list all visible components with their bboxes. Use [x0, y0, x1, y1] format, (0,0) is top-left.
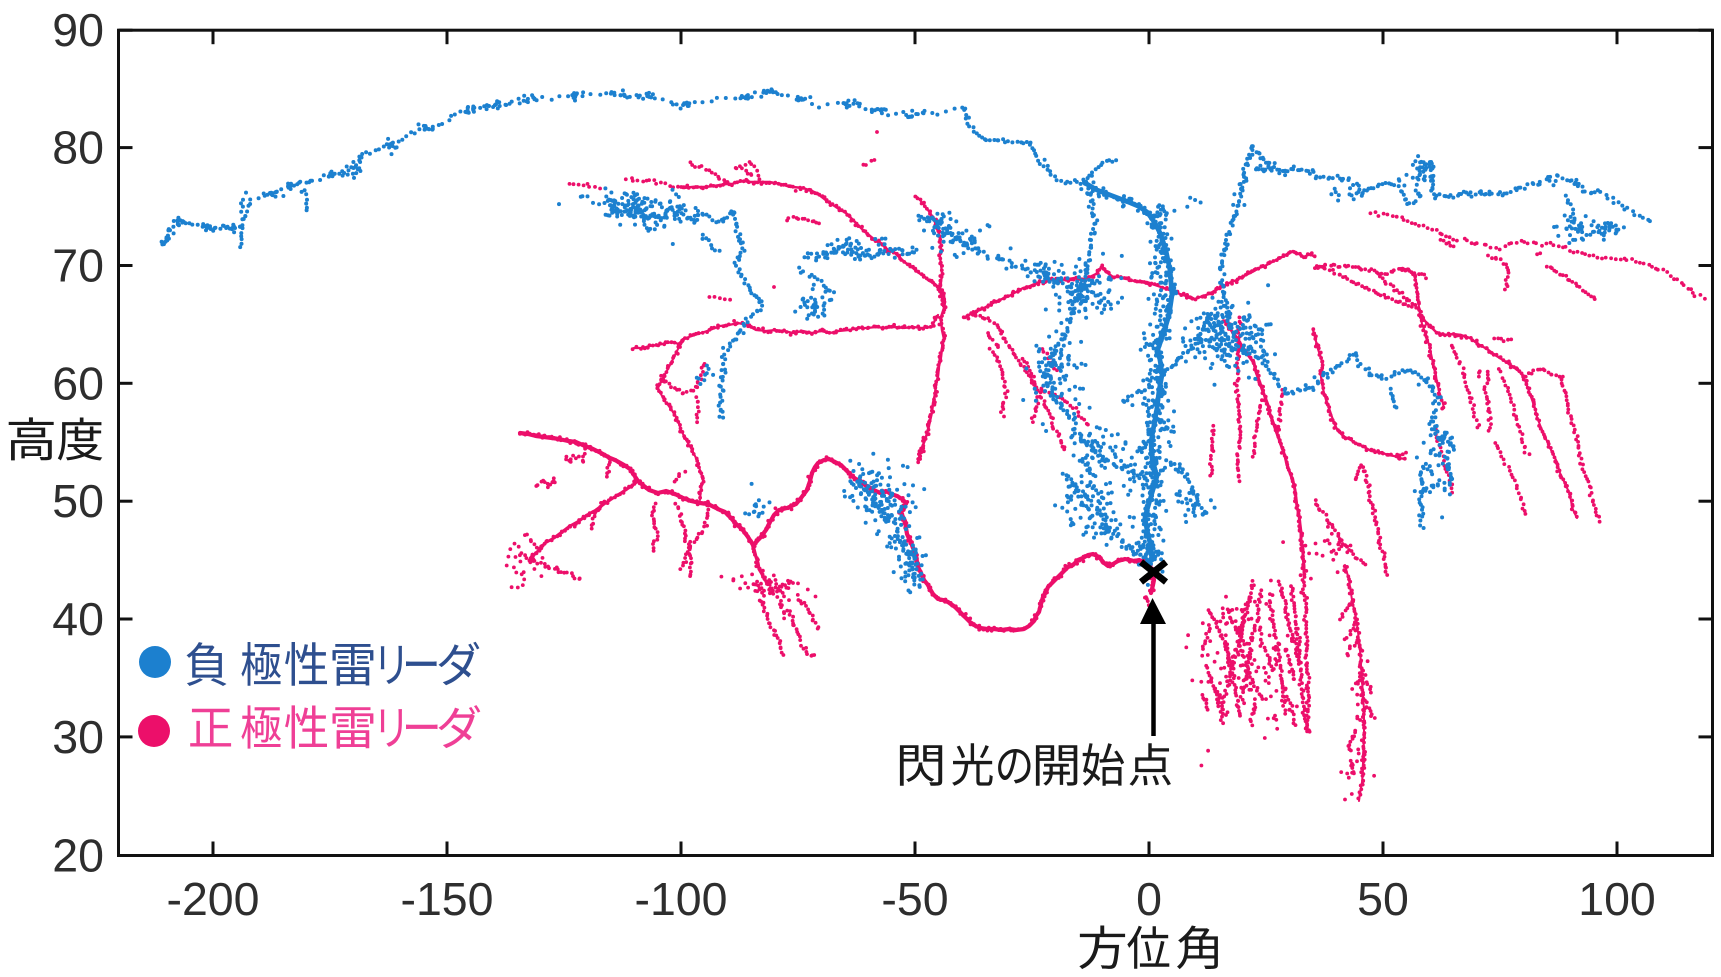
svg-text:-150: -150: [400, 873, 493, 925]
svg-text:-50: -50: [881, 873, 948, 925]
svg-text:40: 40: [52, 593, 104, 645]
svg-text:50: 50: [1357, 873, 1409, 925]
svg-text:-200: -200: [166, 873, 259, 925]
svg-text:60: 60: [52, 357, 104, 409]
svg-text:20: 20: [52, 830, 104, 882]
svg-text:-100: -100: [634, 873, 727, 925]
svg-text:90: 90: [52, 4, 104, 56]
svg-text:80: 80: [52, 122, 104, 174]
svg-text:30: 30: [52, 711, 104, 763]
svg-text:100: 100: [1578, 873, 1656, 925]
svg-text:50: 50: [52, 475, 104, 527]
svg-text:0: 0: [1136, 873, 1162, 925]
svg-text:70: 70: [52, 240, 104, 292]
